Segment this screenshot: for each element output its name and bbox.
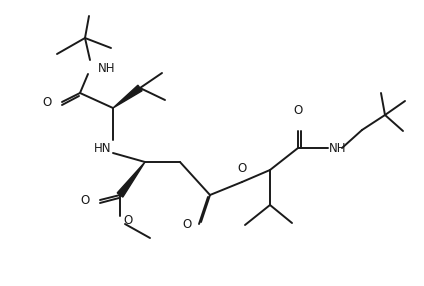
Text: NH: NH [329,142,346,154]
Text: O: O [123,214,132,227]
Text: HN: HN [94,142,112,154]
Text: O: O [43,96,52,108]
Text: O: O [183,217,192,231]
Text: O: O [293,104,303,117]
Text: O: O [237,162,247,175]
Polygon shape [113,85,142,108]
Text: NH: NH [98,61,115,74]
Polygon shape [117,162,145,197]
Text: O: O [81,194,90,206]
